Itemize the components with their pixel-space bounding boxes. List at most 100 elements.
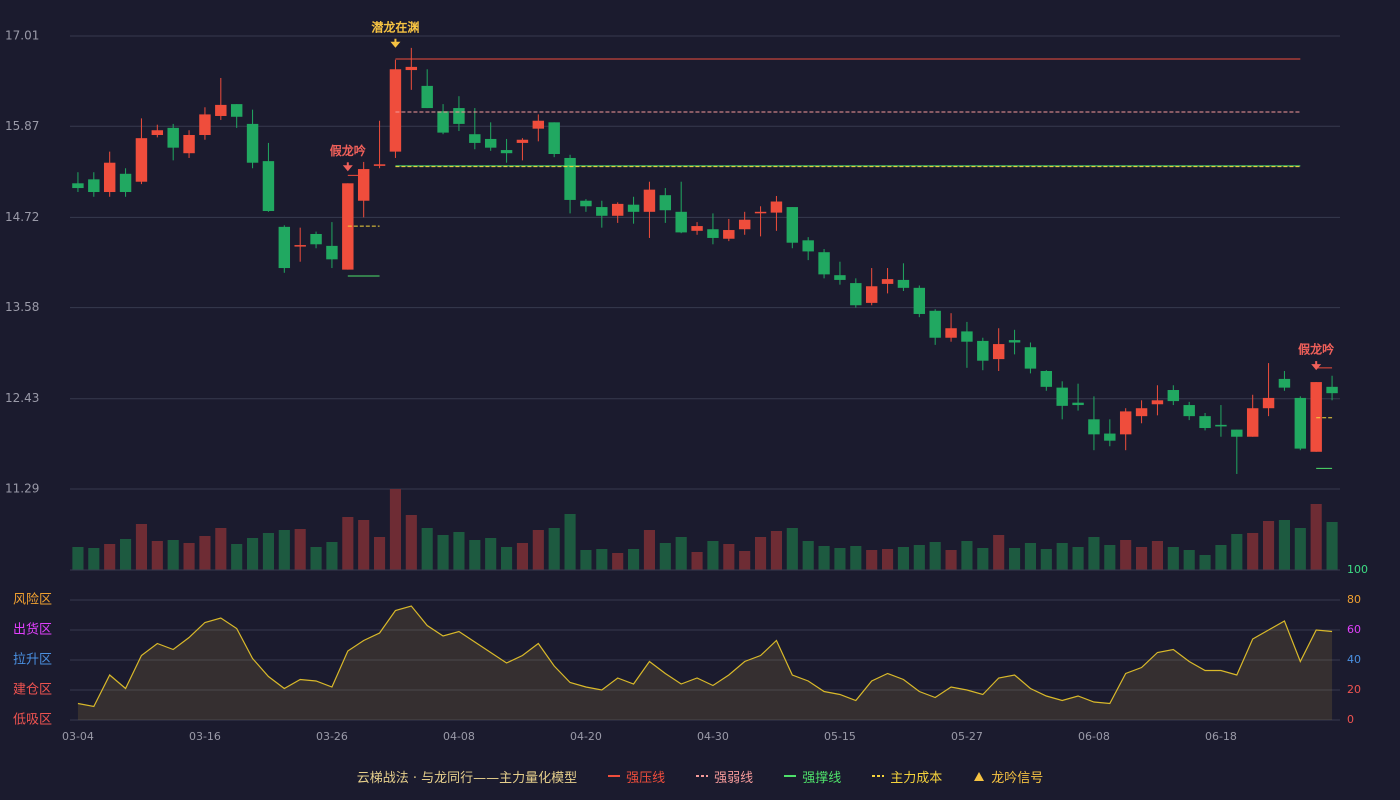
volume-bar xyxy=(1040,549,1052,570)
volume-bar xyxy=(675,537,687,570)
y-tick-label: 12.43 xyxy=(5,391,39,405)
candle-body xyxy=(659,195,672,211)
annotation-text: 假龙吟 xyxy=(1298,342,1334,357)
annotation-arrow xyxy=(390,41,401,48)
legend-item: 强撑线 xyxy=(783,767,841,786)
candle-body xyxy=(1040,370,1053,387)
legend-item: 强压线 xyxy=(607,767,665,786)
volume-bar xyxy=(88,548,100,570)
volume-bar xyxy=(1199,555,1211,570)
candle-body xyxy=(1310,382,1322,452)
candle-body xyxy=(596,207,608,216)
volume-bar xyxy=(993,535,1005,570)
volume-bar xyxy=(453,532,465,570)
zone-label: 风险区 xyxy=(13,593,52,608)
volume-bar xyxy=(580,550,592,570)
y2-tick-label: 0 xyxy=(1347,713,1354,726)
x-tick-label: 06-08 xyxy=(1078,730,1110,743)
candle-body xyxy=(1024,347,1037,369)
indicator-area xyxy=(77,606,1333,720)
candle-body xyxy=(389,69,402,152)
volume-bar xyxy=(548,528,560,570)
candle-body xyxy=(215,104,227,116)
volume-bar xyxy=(278,530,290,570)
legend-label: 主力成本 xyxy=(890,770,943,786)
candle-body xyxy=(357,169,370,201)
candle-body xyxy=(1231,429,1243,437)
legend-item: 龙吟信号 xyxy=(972,767,1043,786)
annotation-arrow xyxy=(1311,364,1322,371)
annotation-text: 潜龙在渊 xyxy=(371,19,419,34)
volume-bar xyxy=(564,514,576,570)
candle-body xyxy=(580,200,592,207)
candle-body xyxy=(500,150,513,154)
y2-tick-label: 60 xyxy=(1347,623,1361,636)
candle-body xyxy=(1278,378,1291,388)
candle-body xyxy=(754,211,767,214)
volume-bar xyxy=(1136,547,1148,570)
candle-body xyxy=(818,252,830,275)
volume-bar xyxy=(247,538,259,570)
candle-body xyxy=(294,245,306,247)
volume-bar xyxy=(485,538,497,570)
candle-body xyxy=(1167,390,1180,402)
candle-body xyxy=(1008,340,1021,343)
volume-bar xyxy=(1120,540,1132,570)
legend-swatch xyxy=(784,775,797,777)
legend-swatch xyxy=(608,775,621,777)
volume-bar xyxy=(104,544,116,570)
volume-bar xyxy=(1278,520,1290,570)
candle-body xyxy=(246,123,259,163)
candle-body xyxy=(1215,424,1227,427)
candle-body xyxy=(1088,419,1100,435)
zone-label: 建仓区 xyxy=(13,683,52,698)
candle-body xyxy=(135,138,148,182)
candle-body xyxy=(627,204,640,212)
candle-body xyxy=(532,120,545,129)
volume-bar xyxy=(1072,547,1084,570)
volume-bar xyxy=(707,541,719,570)
volume-bar xyxy=(643,530,655,570)
legend-swatch xyxy=(872,775,885,777)
candle-body xyxy=(119,173,132,193)
candle-body xyxy=(88,179,100,193)
volume-bar xyxy=(1310,504,1322,570)
candle-body xyxy=(1183,405,1195,417)
x-tick-label: 05-27 xyxy=(951,730,983,743)
x-tick-label: 03-26 xyxy=(316,730,348,743)
candle-body xyxy=(183,134,195,154)
volume-bar xyxy=(612,553,624,570)
candle-body xyxy=(1262,397,1275,409)
candle-body xyxy=(1294,397,1307,449)
candle-body xyxy=(1135,408,1148,417)
candle-body xyxy=(484,138,497,148)
volume-bar xyxy=(755,537,767,570)
candle-body xyxy=(643,189,656,212)
volume-bar xyxy=(913,545,925,570)
legend-label: 强撑线 xyxy=(802,770,842,786)
y2-tick-label: 80 xyxy=(1347,593,1361,606)
volume-bar xyxy=(739,551,751,570)
volume-bar xyxy=(1326,522,1338,570)
candle-body xyxy=(834,275,846,280)
candle-body xyxy=(1326,386,1338,394)
candle-body xyxy=(945,328,957,338)
candle-body xyxy=(326,245,338,260)
candle-body xyxy=(1199,416,1211,429)
volume-bar xyxy=(469,540,481,570)
candle-body xyxy=(786,207,799,243)
x-tick-label: 04-20 xyxy=(570,730,602,743)
x-tick-label: 05-15 xyxy=(824,730,856,743)
volume-bar xyxy=(1056,543,1068,570)
candle-body xyxy=(262,161,275,212)
legend-label: 龙吟信号 xyxy=(991,770,1044,786)
candle-body xyxy=(992,344,1005,360)
legend-swatch xyxy=(696,775,709,777)
x-tick-label: 04-08 xyxy=(443,730,475,743)
candle-body xyxy=(770,201,783,213)
y2-tick-label: 20 xyxy=(1347,683,1361,696)
volume-bar xyxy=(199,536,211,570)
candle-body xyxy=(691,226,703,231)
candle-body xyxy=(564,157,576,200)
